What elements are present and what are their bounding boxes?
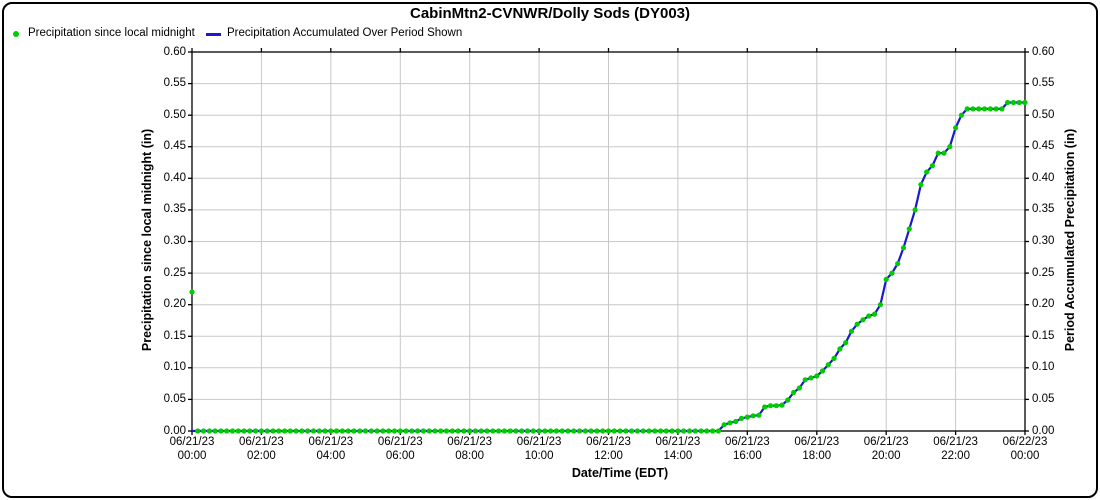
y-right-tick-label: 0.55: [1032, 77, 1055, 90]
x-tick-label: 06/21/23 22:00: [933, 436, 978, 462]
y-left-tick-label: 0.35: [163, 203, 186, 216]
y-left-tick-label: 0.30: [163, 235, 186, 247]
line-legend-marker-icon: [206, 33, 221, 36]
y-left-tick-label: 0.55: [163, 77, 186, 90]
x-tick-label: 06/21/23 14:00: [655, 436, 701, 462]
y-right-tick-label: 0.25: [1032, 266, 1055, 279]
x-tick-label: 06/21/23 02:00: [239, 436, 284, 462]
x-tick-label: 06/21/23 08:00: [447, 436, 493, 462]
y-right-tick-label: 0.45: [1032, 140, 1055, 153]
x-axis-title: Date/Time (EDT): [571, 466, 669, 480]
y-left-tick-label: 0.00: [163, 424, 186, 437]
y-right-tick-label: 0.20: [1032, 298, 1055, 311]
y-right-tick-label: 0.50: [1032, 108, 1055, 121]
y-right-tick-label: 0.40: [1032, 171, 1055, 184]
y-right-tick-label: 0.05: [1032, 392, 1055, 405]
scatter-legend-marker-icon: [13, 31, 19, 37]
x-tick-label: 06/21/23 06:00: [377, 436, 423, 462]
x-tick-label: 06/21/23 04:00: [308, 436, 354, 462]
y-left-tick-label: 0.10: [163, 361, 186, 374]
since-midnight-scatter-series: [189, 99, 1028, 434]
y-right-tick-label: 0.60: [1032, 45, 1055, 58]
y-left-tick-label: 0.60: [163, 45, 186, 58]
x-tick-label: 06/21/23 20:00: [863, 436, 909, 462]
y-left-tick-label: 0.05: [163, 392, 186, 405]
x-tick-label: 06/21/23 16:00: [724, 436, 770, 462]
chart-title: CabinMtn2-CVNWR/Dolly Sods (DY003): [409, 5, 691, 22]
y-left-tick-label: 0.50: [163, 108, 186, 121]
legend-label-line: Precipitation Accumulated Over Period Sh…: [227, 27, 463, 39]
y-right-tick-label: 0.00: [1032, 424, 1055, 437]
y-right-tick-label: 0.15: [1032, 329, 1055, 342]
x-tick-label: 06/22/23 00:00: [1002, 436, 1048, 462]
y-right-tick-label: 0.35: [1032, 203, 1055, 216]
x-tick-label: 06/21/23 18:00: [794, 436, 840, 462]
legend-label-scatter: Precipitation since local midnight: [28, 27, 195, 39]
y-left-tick-label: 0.20: [163, 298, 186, 311]
x-tick-label: 06/21/23 00:00: [169, 436, 215, 462]
y-left-tick-label: 0.45: [163, 140, 186, 153]
y-right-tick-label: 0.10: [1032, 361, 1055, 374]
y-left-tick-label: 0.40: [163, 171, 186, 184]
y-left-tick-label: 0.15: [163, 329, 186, 342]
y-right-tick-label: 0.30: [1032, 235, 1055, 247]
x-tick-label: 06/21/23 10:00: [516, 436, 562, 462]
y-left-tick-label: 0.25: [163, 266, 186, 279]
x-tick-label: 06/21/23 12:00: [586, 436, 631, 462]
